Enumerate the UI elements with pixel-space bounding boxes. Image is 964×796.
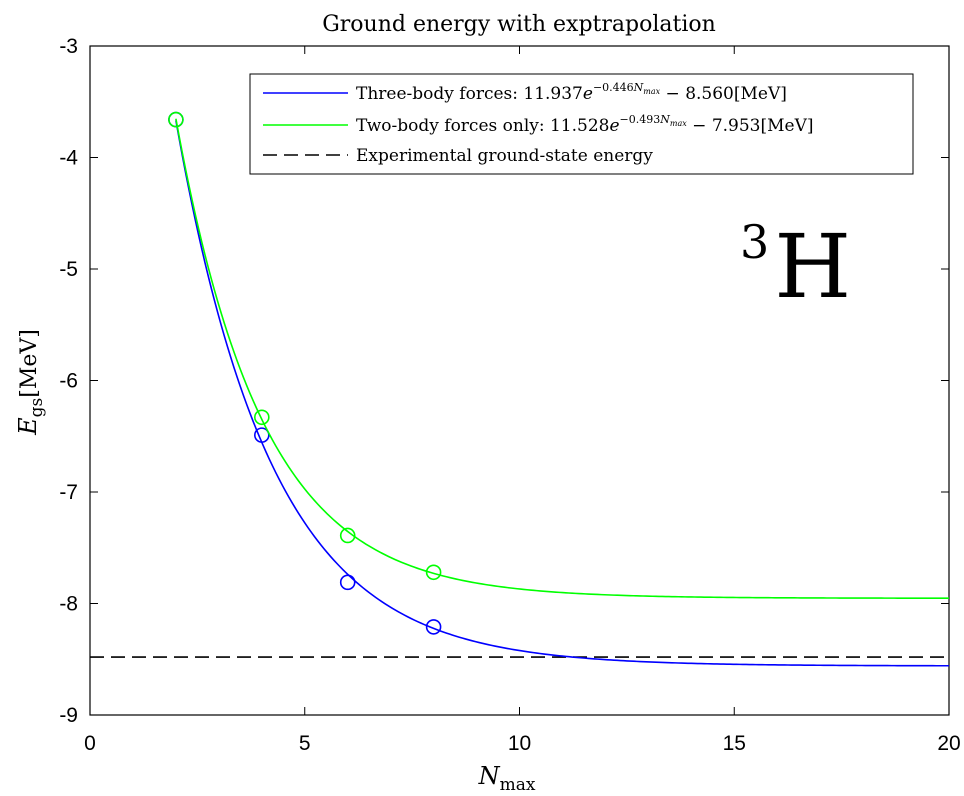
legend-three-body-prefix: Three-body forces: 11.937: [356, 84, 583, 104]
x-tick-label: 10: [508, 732, 531, 755]
x-tick-label: 15: [723, 732, 746, 755]
x-tick-label: 20: [937, 732, 960, 755]
y-tick-label: -6: [59, 370, 78, 393]
x-tick-label: 0: [84, 732, 96, 755]
fit-curve-three_body: [175, 120, 949, 667]
y-tick-label: -3: [59, 35, 78, 58]
x-axis-label: Nmax: [478, 762, 536, 795]
legend-entry-two-body: Two-body forces only: 11.528e−0.493Nmax …: [356, 113, 814, 136]
data-point-two_body: [168, 111, 184, 128]
axes: 0 5 10 15 20 -3 -4 -5 -6 -7 -8 -9: [59, 35, 960, 755]
y-tick-label: -5: [59, 258, 78, 281]
legend-box: [249, 73, 914, 175]
x-tick-label: 5: [299, 732, 311, 755]
y-tick-label: -9: [59, 704, 78, 727]
data-point-three_body: [339, 574, 356, 591]
legend-entry-three-body: Three-body forces: 11.937e−0.446Nmax − 8…: [356, 81, 787, 104]
y-tick-label: -8: [59, 593, 78, 616]
y-axis-label: Egs[MeV]: [14, 329, 47, 436]
isotope-mass-number: 3: [740, 215, 769, 269]
data-point-three_body: [253, 427, 270, 443]
data-point-three_body: [425, 619, 442, 635]
fit-curve-two_body: [175, 118, 949, 599]
legend-entry-experimental: Experimental ground-state energy: [356, 146, 653, 166]
y-tick-label: -7: [59, 481, 78, 504]
data-point-two_body: [425, 564, 442, 581]
data-point-two_body: [339, 527, 356, 544]
y-tick-label: -4: [59, 147, 78, 170]
series-layer: [90, 111, 949, 667]
isotope-element: H: [774, 215, 851, 318]
legend: Three-body forces: 11.937e−0.446Nmax − 8…: [249, 73, 914, 175]
isotope-label: 3 H: [740, 215, 851, 318]
chart-title: Ground energy with exptrapolation: [322, 12, 716, 37]
legend-two-body-prefix: Two-body forces only: 11.528: [356, 116, 609, 136]
data-point-two_body: [253, 409, 270, 426]
